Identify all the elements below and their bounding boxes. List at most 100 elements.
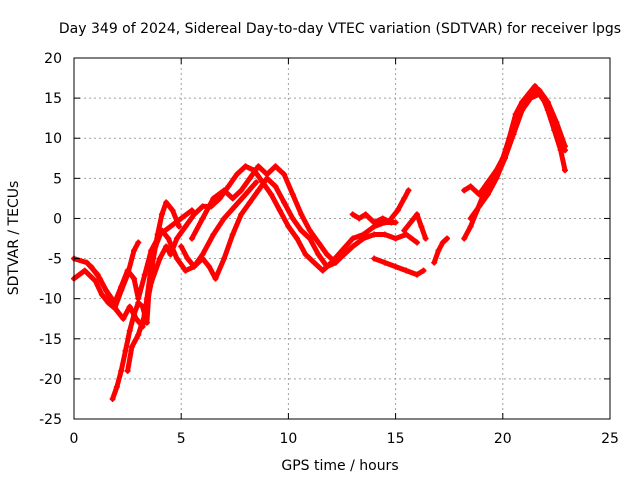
data-point <box>221 215 228 222</box>
y-tick-label: 5 <box>53 171 62 187</box>
data-point <box>285 223 292 230</box>
grid-lines <box>74 58 610 419</box>
data-point <box>210 195 217 202</box>
data-point <box>349 235 356 242</box>
series-arc-15-markers <box>467 87 568 222</box>
data-point <box>126 327 133 334</box>
data-point <box>388 215 395 222</box>
plot-frame <box>73 57 611 420</box>
data-point <box>339 247 345 254</box>
data-point <box>176 223 183 230</box>
data-point <box>83 259 90 266</box>
data-point <box>122 347 129 354</box>
data-point <box>263 171 270 178</box>
data-point <box>401 227 408 234</box>
y-tick-label: -15 <box>39 332 62 348</box>
data-point <box>281 171 288 178</box>
data-point <box>246 199 253 206</box>
data-point <box>199 203 206 210</box>
data-point <box>289 215 296 222</box>
data-point <box>156 255 163 262</box>
data-point <box>118 283 125 290</box>
data-point <box>131 247 138 254</box>
data-point <box>88 263 95 270</box>
data-point <box>182 223 189 230</box>
series-arc-12-markers <box>431 235 451 266</box>
data-point <box>293 235 300 242</box>
data-point <box>126 303 133 310</box>
data-point <box>163 199 170 206</box>
data-point <box>392 263 399 270</box>
data-point <box>392 235 399 242</box>
data-point <box>444 235 451 242</box>
series-arc-7-markers <box>188 163 339 266</box>
data-point <box>379 215 386 222</box>
data-point <box>246 175 253 182</box>
data-point <box>323 263 330 270</box>
series-arc-5 <box>125 163 399 374</box>
data-point <box>238 211 245 218</box>
axis-ticks: 0 5 10 15 20 25 -25 -20 -15 -10 -5 0 5 10 15 20 <box>39 51 619 447</box>
data-point <box>553 119 560 126</box>
data-point <box>188 235 195 242</box>
data-point <box>109 395 116 402</box>
data-point <box>231 203 238 210</box>
data-point <box>135 299 142 306</box>
data-point <box>493 175 500 182</box>
x-tick-label: 5 <box>177 431 186 447</box>
series-arc-11 <box>371 256 426 278</box>
data-point <box>311 259 318 266</box>
series-arc-5-markers <box>124 163 399 374</box>
data-point <box>276 207 283 214</box>
data-point <box>401 195 408 202</box>
data-point <box>167 223 174 230</box>
data-point <box>135 331 142 338</box>
y-tick-label: -10 <box>39 292 62 308</box>
data-point <box>519 107 526 114</box>
series-arc-9 <box>388 187 411 221</box>
data-point <box>420 267 427 274</box>
x-axis-label: GPS time / hours <box>281 458 398 474</box>
x-tick-label: 15 <box>387 431 405 447</box>
x-tick-label: 25 <box>601 431 619 447</box>
data-point <box>188 207 195 214</box>
data-point <box>281 199 288 206</box>
data-point <box>323 251 330 258</box>
data-point <box>191 263 198 270</box>
data-point <box>315 239 322 246</box>
data-point <box>92 278 99 285</box>
series-arc-8-markers <box>349 211 395 226</box>
series-arc-10-markers <box>401 211 429 242</box>
data-point <box>212 275 219 282</box>
data-point <box>298 227 305 234</box>
data-point <box>154 231 161 238</box>
data-point <box>349 211 356 218</box>
data-point <box>289 191 296 198</box>
data-point <box>131 275 138 282</box>
data-point <box>418 223 425 230</box>
data-point <box>476 203 483 210</box>
data-point <box>381 259 388 266</box>
data-point <box>484 191 491 198</box>
data-point <box>544 99 551 106</box>
data-point <box>306 235 313 242</box>
data-point <box>199 215 206 222</box>
series-arc-3 <box>88 179 259 330</box>
data-point <box>467 223 474 230</box>
data-point <box>210 231 217 238</box>
data-point <box>233 171 240 178</box>
data-point <box>461 187 468 194</box>
data-point <box>306 227 313 234</box>
chart-title: Day 349 of 2024, Sidereal Day-to-day VTE… <box>59 21 621 37</box>
series-arc-15 <box>468 87 568 221</box>
data-point <box>253 179 260 186</box>
data-point <box>242 191 249 198</box>
data-point <box>414 211 421 218</box>
data-point <box>360 235 367 242</box>
data-point <box>371 231 378 238</box>
data-point <box>184 255 191 262</box>
data-point <box>173 235 180 242</box>
series-arc-6 <box>178 175 420 282</box>
data-point <box>124 267 131 274</box>
